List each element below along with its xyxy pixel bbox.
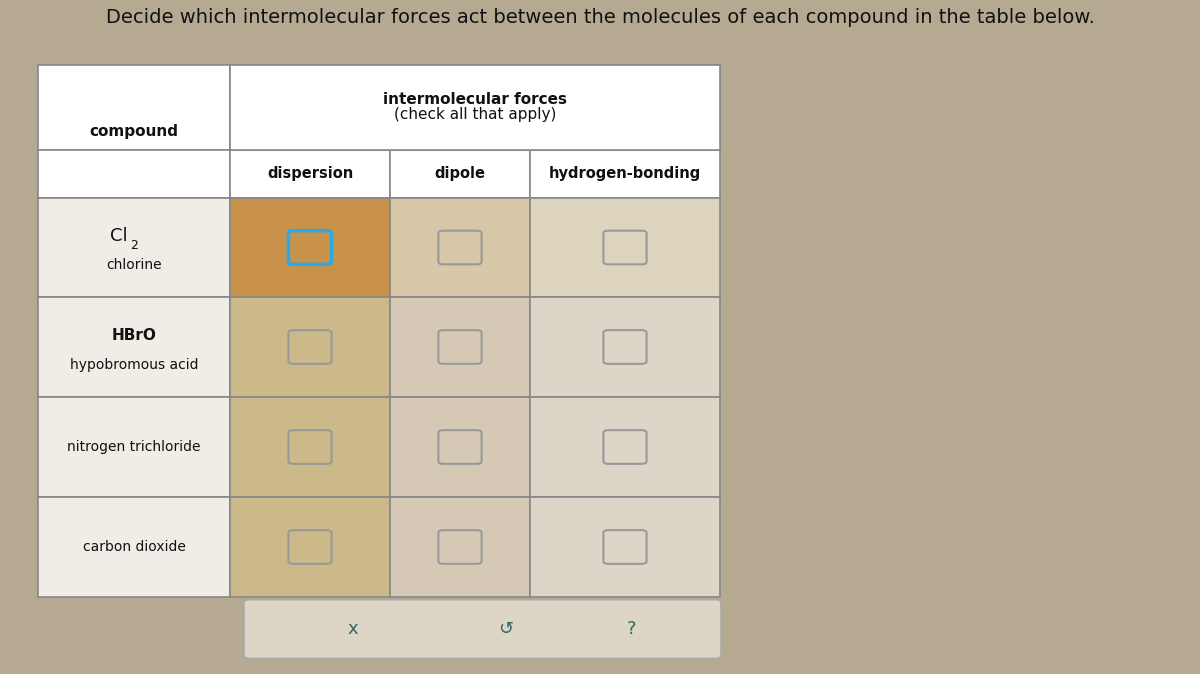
Text: intermolecular forces: intermolecular forces	[383, 92, 568, 107]
Text: HBrO: HBrO	[112, 328, 156, 342]
Text: Cl: Cl	[110, 226, 128, 245]
Text: compound: compound	[90, 124, 179, 139]
Text: Decide which intermolecular forces act between the molecules of each compound in: Decide which intermolecular forces act b…	[106, 8, 1094, 27]
Text: dipole: dipole	[434, 166, 486, 181]
Text: dispersion: dispersion	[266, 166, 353, 181]
Text: ↺: ↺	[498, 620, 514, 638]
Text: x: x	[347, 620, 358, 638]
Text: 2: 2	[131, 239, 138, 251]
Text: (check all that apply): (check all that apply)	[394, 107, 556, 123]
Text: carbon dioxide: carbon dioxide	[83, 540, 186, 554]
Text: hydrogen-bonding: hydrogen-bonding	[548, 166, 701, 181]
Text: chlorine: chlorine	[106, 258, 162, 272]
Text: nitrogen trichloride: nitrogen trichloride	[67, 440, 200, 454]
Text: ?: ?	[626, 620, 636, 638]
Text: hypobromous acid: hypobromous acid	[70, 358, 198, 372]
